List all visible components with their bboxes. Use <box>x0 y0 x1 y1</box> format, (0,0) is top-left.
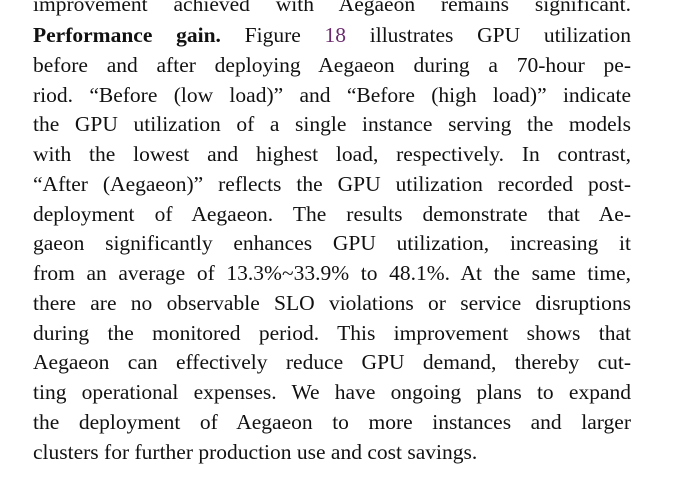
text-line: with the lowest and highest load, respec… <box>33 142 631 166</box>
text-line: there are no observable SLO violations o… <box>33 290 631 315</box>
text-line: the deployment of Aegaeon to more instan… <box>33 409 631 434</box>
previous-line: improvement achieved with Aegaeon remain… <box>33 0 631 16</box>
text-line: Aegaeon can effectively reduce GPU deman… <box>33 350 631 375</box>
text-line: riod. “Before (low load)” and “Before (h… <box>33 82 631 107</box>
text-line: gaeon significantly enhances GPU utiliza… <box>33 231 631 256</box>
text-line: during the monitored period. This improv… <box>33 320 631 345</box>
figure-ref[interactable]: 18 <box>324 23 347 47</box>
text-line: deployment of Aegaeon. The results demon… <box>33 201 631 226</box>
text-line: from an average of 13.3%~33.9% to 48.1%.… <box>33 261 631 285</box>
heading: Performance gain. <box>33 23 221 47</box>
text-line: the GPU utilization of a single instance… <box>33 112 631 137</box>
text: Figure <box>244 23 301 47</box>
text: illustrates GPU utilization <box>369 23 632 47</box>
text-line: before and after deploying Aegaeon durin… <box>33 52 631 77</box>
first-line: Performance gain. Figure 18 illustrates … <box>33 20 631 50</box>
text-line: clusters for further production use and … <box>33 439 478 464</box>
text-line: “After (Aegaeon)” reflects the GPU utili… <box>33 171 631 196</box>
text-line: ting operational expenses. We have ongoi… <box>33 380 631 404</box>
